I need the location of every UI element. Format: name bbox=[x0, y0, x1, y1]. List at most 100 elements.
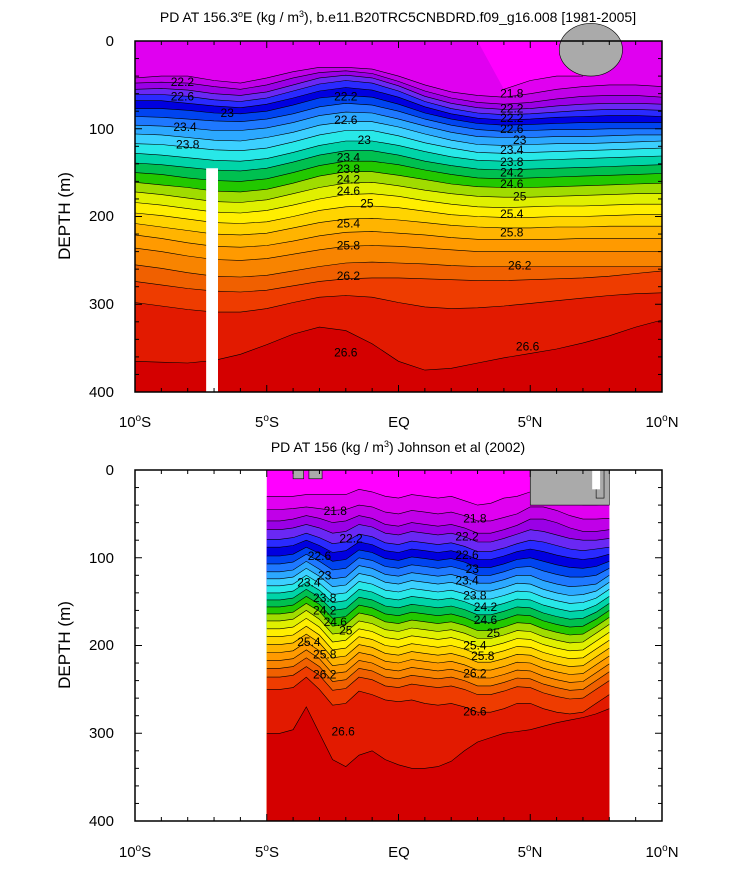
contour-line bbox=[134, 270, 663, 293]
contour-line bbox=[135, 95, 662, 126]
contour-label: 25 bbox=[360, 196, 374, 210]
panel-bottom-y-tick-labels: 0 100 200 300 400 bbox=[89, 462, 114, 830]
contour-line bbox=[134, 140, 663, 162]
panel-bottom-contour-lines bbox=[266, 488, 610, 769]
contour-line bbox=[266, 515, 610, 534]
panel-bottom-plot: 21.822.222.62323.423.824.224.62525.425.8… bbox=[266, 469, 610, 821]
contour-label: 26.2 bbox=[337, 269, 361, 283]
contour-label: 23.4 bbox=[173, 120, 197, 134]
contour-line bbox=[266, 524, 610, 543]
x-tick-label: 10oN bbox=[645, 413, 678, 431]
x-tick-label: EQ bbox=[388, 844, 410, 861]
contour-line bbox=[134, 150, 663, 172]
panel-bottom: PD AT 156 (kg / m3) Johnson et al (2002)… bbox=[55, 439, 679, 861]
x-tick-label: 10oS bbox=[119, 843, 151, 861]
contour-line bbox=[266, 617, 610, 652]
panel-top-x-tick-labels: 10oS 5oS EQ 5oN 10oN bbox=[119, 413, 679, 431]
panel-top-contour-labels: 22.222.62323.423.822.222.62323.423.824.2… bbox=[171, 75, 540, 359]
contour-line bbox=[266, 560, 610, 588]
contour-label: 25.4 bbox=[500, 207, 524, 221]
no-data-gap bbox=[206, 168, 219, 392]
contour-line bbox=[266, 666, 610, 700]
panel-top-missing-regions bbox=[558, 23, 623, 77]
contour-line bbox=[266, 574, 610, 604]
contour-band bbox=[135, 320, 662, 392]
panel-top-white-gaps bbox=[206, 168, 219, 392]
contour-line bbox=[134, 193, 662, 214]
panel-bottom-ticks bbox=[134, 469, 663, 822]
contour-line bbox=[134, 160, 663, 182]
x-tick-label: 5oN bbox=[518, 843, 543, 861]
contour-label: 23 bbox=[466, 562, 480, 576]
contour-label: 25.8 bbox=[471, 649, 495, 663]
contour-line bbox=[134, 111, 662, 138]
contour-label: 23 bbox=[221, 106, 235, 120]
contour-line bbox=[266, 610, 610, 644]
panel-bottom-y-axis-title: DEPTH (m) bbox=[55, 601, 74, 689]
panel-bottom-white-gaps bbox=[592, 470, 601, 490]
contour-label: 21.8 bbox=[324, 504, 348, 518]
contour-line bbox=[266, 567, 610, 596]
x-tick-label: 5oN bbox=[518, 413, 543, 431]
y-tick-label: 0 bbox=[106, 33, 114, 50]
contour-label: 24.6 bbox=[337, 184, 361, 198]
contour-band bbox=[266, 706, 610, 821]
contour-label: 22.2 bbox=[339, 531, 363, 545]
contour-label: 24.6 bbox=[500, 177, 524, 191]
contour-label: 26.2 bbox=[508, 259, 532, 273]
contour-line bbox=[266, 546, 610, 569]
contour-line bbox=[134, 205, 662, 224]
contour-line bbox=[266, 581, 610, 612]
contour-line bbox=[266, 625, 610, 660]
contour-label: 26.2 bbox=[313, 667, 337, 681]
contour-line bbox=[134, 130, 663, 154]
contour-label: 25.8 bbox=[337, 238, 361, 252]
contour-label: 23.4 bbox=[500, 143, 524, 157]
contour-line bbox=[134, 231, 662, 248]
panel-top-y-axis-title: DEPTH (m) bbox=[55, 172, 74, 260]
contour-line bbox=[266, 633, 610, 667]
contour-label: 26.6 bbox=[516, 339, 540, 353]
contour-label: 26.2 bbox=[463, 667, 487, 681]
contour-label: 22.6 bbox=[334, 113, 358, 127]
contour-label: 24.2 bbox=[313, 603, 337, 617]
missing-data-region bbox=[308, 469, 323, 480]
contour-label: 23.8 bbox=[337, 162, 361, 176]
no-data-gap bbox=[592, 470, 601, 490]
contour-line bbox=[266, 504, 610, 522]
contour-line bbox=[266, 649, 610, 683]
contour-line bbox=[134, 245, 662, 261]
y-tick-label: 200 bbox=[89, 637, 114, 654]
contour-label: 23.8 bbox=[500, 155, 524, 169]
contour-label: 23 bbox=[318, 568, 332, 582]
panel-top-contour-lines bbox=[134, 67, 663, 371]
contour-label: 25.4 bbox=[297, 635, 321, 649]
contour-line bbox=[135, 87, 663, 121]
contour-label: 22.6 bbox=[500, 122, 524, 136]
y-tick-label: 100 bbox=[89, 550, 114, 567]
contour-line bbox=[266, 676, 610, 715]
contour-label: 24.2 bbox=[474, 600, 498, 614]
y-tick-label: 100 bbox=[89, 121, 114, 138]
panel-top-y-tick-labels: 0 100 200 300 400 bbox=[89, 33, 114, 401]
contour-line bbox=[134, 67, 663, 98]
contour-label: 26.6 bbox=[331, 724, 355, 738]
contour-line bbox=[266, 641, 610, 675]
x-tick-label: EQ bbox=[388, 414, 410, 431]
contour-line bbox=[134, 121, 663, 146]
panel-top-bands bbox=[135, 41, 662, 393]
contour-line bbox=[266, 657, 610, 691]
y-tick-label: 200 bbox=[89, 208, 114, 225]
contour-label: 22.2 bbox=[500, 111, 524, 125]
contour-line bbox=[134, 171, 663, 193]
contour-label: 24.6 bbox=[324, 615, 348, 629]
y-tick-label: 400 bbox=[89, 384, 114, 401]
x-tick-label: 10oS bbox=[119, 413, 151, 431]
missing-data-region bbox=[292, 469, 304, 480]
contour-label: 21.8 bbox=[463, 511, 487, 525]
contour-line bbox=[134, 70, 663, 105]
contour-label: 25.4 bbox=[337, 217, 361, 231]
contour-label: 22.6 bbox=[171, 89, 195, 103]
contour-label: 23 bbox=[358, 133, 372, 147]
contour-label: 22.6 bbox=[308, 549, 332, 563]
